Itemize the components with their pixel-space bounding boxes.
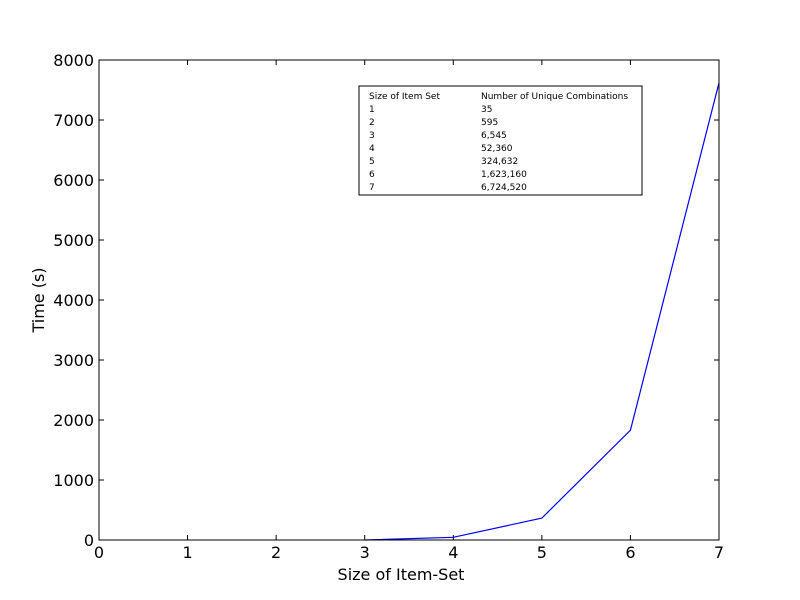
- table-cell-combinations: 6,545: [481, 131, 507, 141]
- y-tick-label: 5000: [53, 231, 94, 250]
- x-tick-label: 3: [360, 543, 370, 562]
- x-tick-label: 7: [714, 543, 724, 562]
- inset-table-box: [358, 85, 643, 196]
- table-cell-combinations: 52,360: [481, 144, 513, 154]
- table-cell-combinations: 1,623,160: [481, 170, 527, 180]
- x-tick-label: 6: [625, 543, 635, 562]
- x-axis-label: Size of Item-Set: [338, 565, 465, 584]
- y-axis-label: Time (s): [29, 267, 48, 333]
- table-cell-size: 4: [369, 144, 375, 154]
- y-tick-label: 7000: [53, 111, 94, 130]
- table-cell-combinations: 324,632: [481, 157, 518, 167]
- y-tick-label: 4000: [53, 291, 94, 310]
- inset-table: Size of Item Set Number of Unique Combin…: [358, 85, 643, 196]
- table-header-combinations: Number of Unique Combinations: [481, 92, 628, 102]
- table-cell-combinations: 6,724,520: [481, 183, 527, 193]
- plot-frame: [98, 59, 720, 541]
- x-tick-label: 5: [537, 543, 547, 562]
- x-tick-label: 4: [448, 543, 458, 562]
- table-cell-size: 3: [369, 131, 375, 141]
- table-cell-size: 2: [369, 118, 375, 128]
- y-tick-label: 0: [84, 531, 94, 550]
- y-tick-label: 1000: [53, 471, 94, 490]
- x-tick-label: 1: [182, 543, 192, 562]
- table-cell-size: 5: [369, 157, 375, 167]
- y-tick-label: 3000: [53, 351, 94, 370]
- table-cell-combinations: 35: [481, 105, 492, 115]
- table-cell-size: 1: [369, 105, 375, 115]
- y-tick-labels: 0 1000 2000 3000 4000 5000 6000 7000 8000: [53, 51, 94, 550]
- y-tick-label: 8000: [53, 51, 94, 70]
- table-rows: 1 35 2 595 3 6,545 4 52,360 5 324,632 6 1,623,160 7 6…: [369, 105, 527, 193]
- table-cell-combinations: 595: [481, 118, 498, 128]
- table-cell-size: 6: [369, 170, 375, 180]
- x-tick-label: 2: [271, 543, 281, 562]
- x-tick-labels: 0 1 2 3 4 5 6 7: [94, 543, 724, 562]
- table-cell-size: 7: [369, 183, 375, 193]
- y-tick-label: 6000: [53, 171, 94, 190]
- x-tick-label: 0: [94, 543, 104, 562]
- table-header-size: Size of Item Set: [369, 92, 440, 102]
- y-tick-label: 2000: [53, 411, 94, 430]
